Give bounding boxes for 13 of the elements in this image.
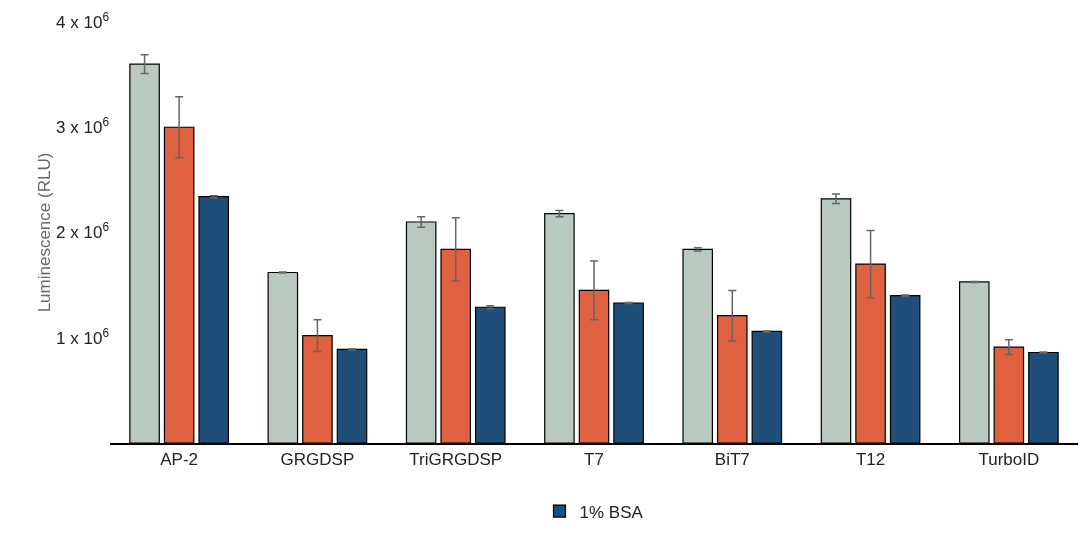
y-tick-label: 2 x 10$^{6}$ [56,220,110,243]
x-tick-label: TriGRGDSP [409,450,503,470]
y-tick-label: 4 x 10$^{6}$ [56,9,110,32]
y-tick-label: 1 x 10$^{6}$ [56,325,110,348]
legend-label: 1% BSA [579,502,644,522]
x-tick-label: AP-2 [160,450,199,470]
x-tick-label: T12 [855,450,886,470]
x-tick-label: T7 [584,450,604,470]
x-tick-label: TurboID [978,450,1040,470]
y-axis-title: Luminescence (RLU) [35,152,55,313]
x-tick-label: GRGDSP [280,450,355,470]
x-tick-label: BiT7 [714,450,750,470]
y-tick-label: 3 x 10$^{6}$ [56,115,110,138]
